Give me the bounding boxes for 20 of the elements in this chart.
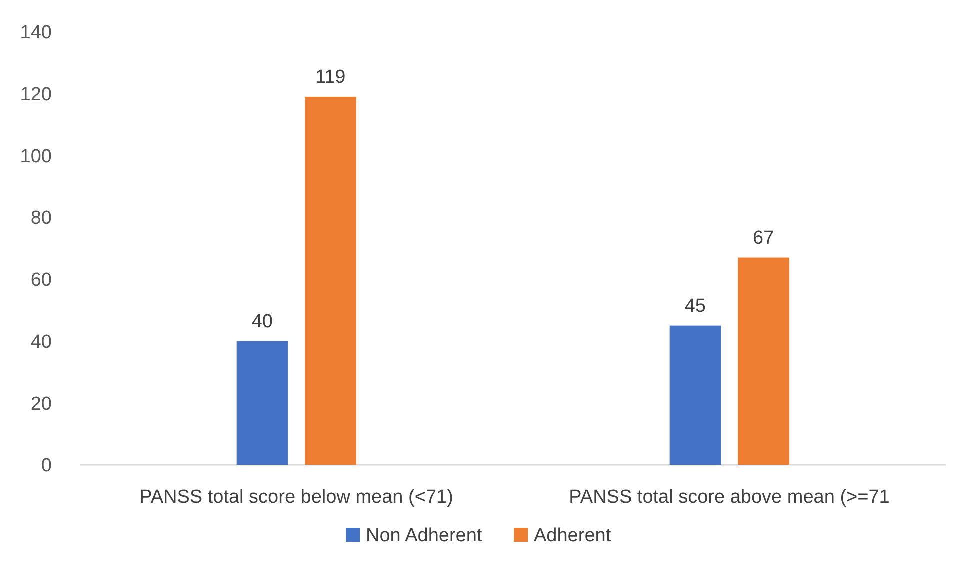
data-label: 45 bbox=[684, 296, 706, 317]
bar bbox=[738, 258, 790, 465]
y-tick-label: 100 bbox=[20, 146, 52, 168]
y-tick-label: 80 bbox=[30, 208, 52, 230]
bar bbox=[670, 326, 721, 465]
y-tick-label: 0 bbox=[41, 456, 52, 477]
bar bbox=[305, 96, 356, 465]
y-tick-label: 20 bbox=[30, 394, 52, 415]
bar bbox=[236, 341, 288, 465]
data-label: 40 bbox=[252, 311, 273, 332]
legend-label: Non Adherent bbox=[366, 526, 483, 547]
x-tick-label: PANSS total score below mean (<71) bbox=[140, 487, 454, 508]
y-tick-label: 40 bbox=[30, 332, 52, 353]
legend-label: Adherent bbox=[534, 526, 612, 547]
y-tick-label: 60 bbox=[30, 270, 52, 292]
x-tick-label: PANSS total score above mean (>=71 bbox=[569, 487, 890, 508]
data-label: 67 bbox=[753, 228, 774, 249]
y-tick-label: 120 bbox=[20, 84, 52, 106]
y-tick-label: 140 bbox=[20, 22, 52, 44]
data-label: 119 bbox=[315, 66, 346, 88]
